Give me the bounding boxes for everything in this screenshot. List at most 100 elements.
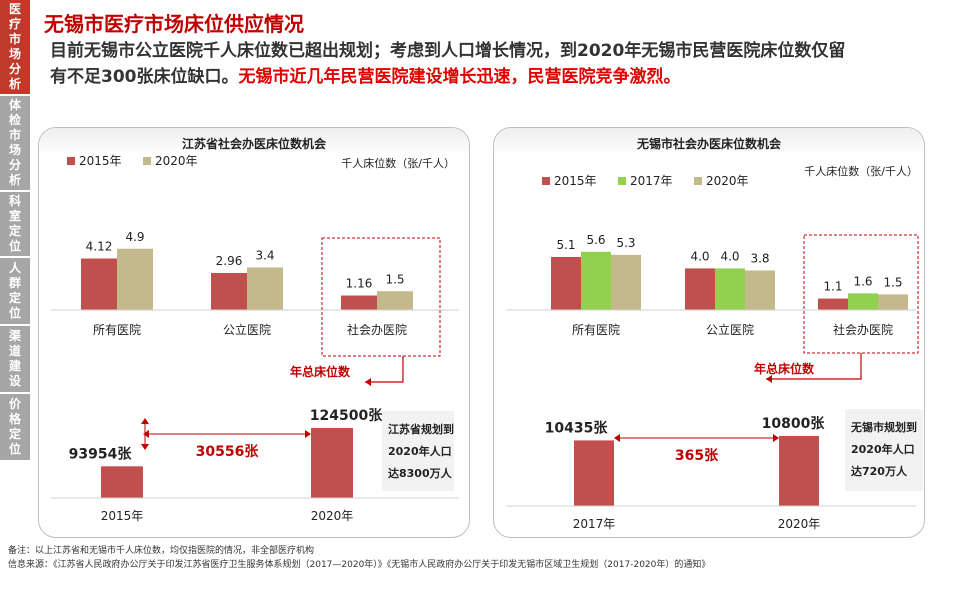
wuxi-chart-title: 无锡市社会办医床位数机会 [636, 137, 781, 151]
wuxi-chart-svg: 2015年 2017年 2020年 千人床位数（张/千人） 5.1 5.6 5.3 所有医院 4… [506, 164, 923, 531]
sidebar-item-char: 位 [8, 239, 21, 253]
sidebar-item-0[interactable]: 医疗市场分析 [0, 0, 30, 94]
jiangsu-chart-svg: 2015年 2020年 千人床位数（张/千人） 4.12 4.9 所有医院 2.96 3.4 公… [51, 154, 459, 523]
sidebar-item-char: 室 [8, 209, 21, 223]
sidebar-item-char: 人 [8, 261, 21, 275]
gap-arrow-down [141, 444, 149, 450]
bar-value-label: 4.9 [125, 230, 144, 244]
bar-value-label: 1.6 [853, 274, 872, 288]
bar [715, 268, 745, 310]
note-box [845, 409, 923, 491]
summary-highlight: 无锡市近几年民营医院建设增长迅速，民营医院竞争激烈。 [238, 67, 681, 87]
category-label: 公立医院 [223, 322, 271, 337]
bar-value-label: 5.6 [586, 233, 605, 247]
note-box [382, 411, 454, 491]
sidebar-item-char: 科 [8, 194, 21, 208]
note-line: 2020年人口 [388, 444, 452, 458]
sidebar-item-char: 析 [8, 173, 21, 187]
legend-label: 2020年 [155, 154, 198, 168]
total-value-label: 124500张 [310, 408, 383, 424]
highlight-box [321, 237, 441, 357]
legend-swatch [67, 157, 75, 165]
jiangsu-chart-title: 江苏省社会办医床位数机会 [181, 137, 326, 151]
bar-value-label: 4.12 [86, 240, 113, 254]
gap-arrow-left [143, 430, 149, 438]
gap-arrow-right [773, 434, 779, 442]
sidebar-item-char: 建 [8, 359, 21, 373]
bar [81, 258, 117, 310]
category-label: 公立医院 [706, 322, 754, 337]
gap-arrow-right [305, 430, 311, 438]
panel-title-band [39, 128, 469, 156]
sidebar-item-char: 疗 [8, 17, 21, 31]
sidebar-item-char: 场 [8, 143, 21, 157]
bar-value-label: 5.1 [556, 238, 575, 252]
connector-arrowhead [766, 375, 772, 383]
legend-label: 2020年 [706, 174, 749, 188]
total-caption: 年总床位数 [754, 361, 815, 376]
total-value-label: 93954张 [69, 446, 133, 462]
category-label: 社会办医院 [347, 322, 407, 337]
bar [551, 256, 581, 310]
sidebar-item-char: 定 [8, 291, 21, 305]
sidebar-item-5[interactable]: 价格定位 [0, 394, 30, 460]
sidebar-item-2[interactable]: 科室定位 [0, 192, 30, 256]
sidebar-item-char: 析 [8, 77, 21, 91]
total-bar [311, 428, 353, 498]
total-bar [779, 436, 819, 506]
sidebar-item-char: 格 [8, 412, 21, 426]
bar-value-label: 4.0 [690, 249, 709, 263]
sidebar-item-char: 分 [8, 62, 21, 76]
note-line: 江苏省规划到 [388, 422, 454, 436]
bar [818, 298, 848, 310]
sidebar-item-char: 定 [8, 224, 21, 238]
jiangsu-chart-panel: 江苏省社会办医床位数机会 2015年 2020年 千人床位数（张/千人） 4.12 4.… [38, 127, 470, 538]
legend-label: 2015年 [554, 174, 597, 188]
bar-value-label: 2.96 [216, 254, 243, 268]
bar-value-label: 1.5 [385, 272, 404, 286]
note-line: 达720万人 [851, 464, 908, 478]
gap-label: 30556张 [196, 444, 260, 460]
bar [611, 254, 641, 310]
category-label: 社会办医院 [833, 322, 893, 337]
category-label: 所有医院 [572, 323, 620, 337]
unit-label: 千人床位数（张/千人） [341, 156, 455, 170]
bar [247, 267, 283, 310]
category-label: 所有医院 [93, 323, 141, 337]
sidebar-item-char: 渠 [8, 329, 21, 343]
total-category-label: 2015年 [101, 509, 144, 523]
footnote-source: 信息来源：《江苏省人民政府办公厅关于印发江苏省医疗卫生服务体系规划（2017—2… [8, 560, 711, 570]
wuxi-chart-panel: 无锡市社会办医床位数机会 2015年 2017年 2020年 千人床位数（张/千人） 5… [493, 127, 925, 538]
bar-value-label: 4.0 [720, 249, 739, 263]
legend-swatch [542, 177, 550, 185]
bar [581, 251, 611, 310]
page-title: 无锡市医疗市场床位供应情况 [44, 12, 304, 36]
legend-label: 2017年 [630, 174, 673, 188]
sidebar-item-3[interactable]: 人群定位 [0, 258, 30, 324]
sidebar-item-char: 市 [8, 128, 21, 142]
panel-title-band [494, 128, 924, 156]
total-bar [574, 440, 614, 506]
sidebar-item-char: 位 [8, 442, 21, 456]
highlight-box [803, 234, 919, 354]
connector-line [365, 356, 404, 383]
sidebar-item-char: 位 [8, 306, 21, 320]
total-category-label: 2017年 [573, 517, 616, 531]
side-navigation: 医疗市场分析体检市场分析科室定位人群定位渠道建设价格定位 [0, 0, 30, 460]
sidebar-item-char: 定 [8, 427, 21, 441]
page-summary: 目前无锡市公立医院千人床位数已超出规划；考虑到人口增长情况，到2020年无锡市民… [50, 38, 850, 90]
sidebar-item-char: 分 [8, 158, 21, 172]
sidebar-item-1[interactable]: 体检市场分析 [0, 96, 30, 190]
bar [878, 294, 908, 310]
total-category-label: 2020年 [778, 517, 821, 531]
sidebar-item-4[interactable]: 渠道建设 [0, 326, 30, 392]
note-line: 达8300万人 [388, 466, 453, 480]
connector-line [766, 353, 862, 380]
bar-value-label: 1.16 [346, 277, 373, 291]
bar [848, 293, 878, 310]
sidebar-item-char: 场 [8, 47, 21, 61]
gap-arrow-up [141, 418, 149, 424]
sidebar-item-char: 体 [8, 98, 21, 112]
bar-value-label: 3.8 [750, 251, 769, 265]
footnote-note: 备注：以上江苏省和无锡市千人床位数，均仅指医院的情况，非全部医疗机构 [8, 546, 315, 556]
